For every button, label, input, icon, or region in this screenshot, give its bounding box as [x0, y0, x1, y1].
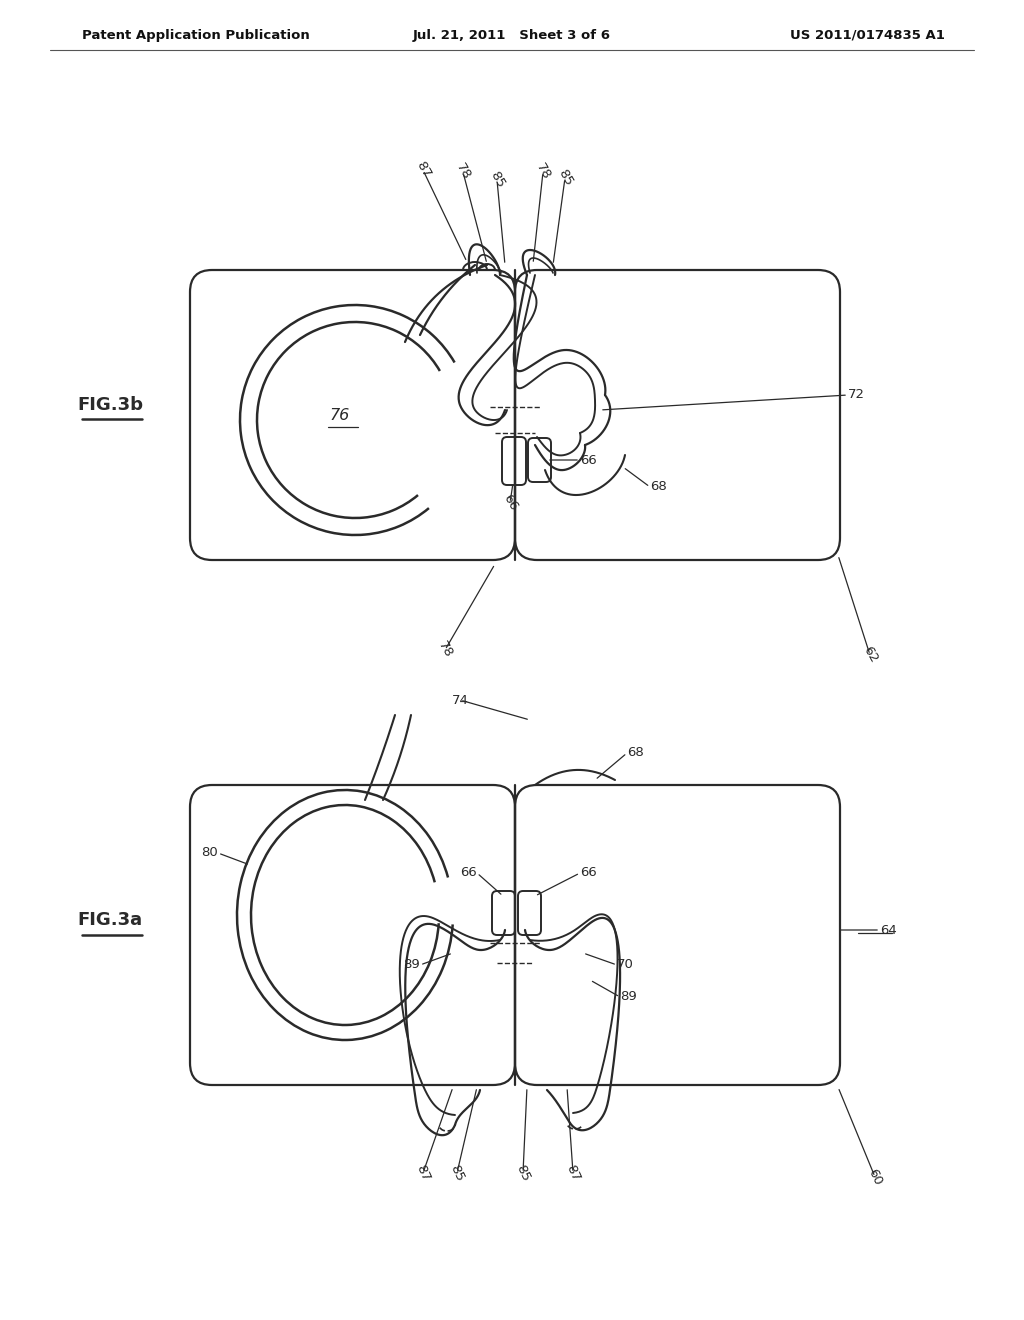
Text: 78: 78	[454, 161, 473, 182]
Text: 89: 89	[403, 958, 420, 972]
Text: Jul. 21, 2011   Sheet 3 of 6: Jul. 21, 2011 Sheet 3 of 6	[413, 29, 611, 41]
Text: 85: 85	[447, 1163, 467, 1184]
Text: 85: 85	[555, 168, 574, 189]
Text: 76: 76	[330, 408, 350, 422]
Text: 87: 87	[413, 160, 433, 181]
Text: 68: 68	[650, 480, 667, 494]
Text: Patent Application Publication: Patent Application Publication	[82, 29, 309, 41]
Text: US 2011/0174835 A1: US 2011/0174835 A1	[791, 29, 945, 41]
Text: FIG.3b: FIG.3b	[77, 396, 143, 414]
Text: 72: 72	[848, 388, 865, 401]
Text: 62: 62	[860, 644, 880, 665]
Text: 89: 89	[620, 990, 637, 1003]
Text: 85: 85	[514, 1163, 532, 1184]
Text: FIG.3a: FIG.3a	[78, 911, 142, 929]
Text: 64: 64	[880, 924, 897, 936]
Text: 66: 66	[580, 866, 597, 879]
Text: 60: 60	[865, 1167, 885, 1187]
Text: 66: 66	[460, 866, 477, 879]
Text: 74: 74	[452, 693, 468, 706]
Text: 66: 66	[500, 492, 520, 513]
Text: 87: 87	[563, 1163, 583, 1184]
Text: 66: 66	[580, 454, 597, 466]
Text: 68: 68	[627, 747, 644, 759]
Text: 78: 78	[435, 639, 455, 660]
Text: 87: 87	[414, 1163, 432, 1184]
Text: 80: 80	[202, 846, 218, 859]
Text: 78: 78	[534, 161, 553, 182]
Text: 85: 85	[487, 169, 507, 190]
Text: 70: 70	[617, 958, 634, 972]
